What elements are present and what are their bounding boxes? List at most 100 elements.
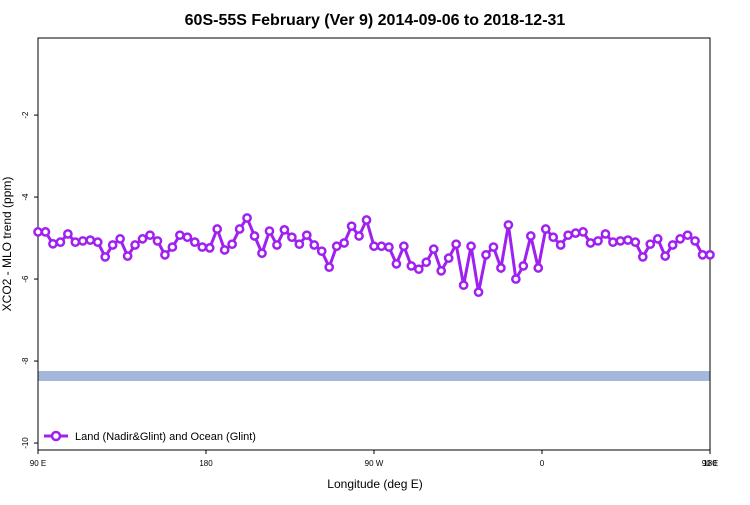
y-axis-label: XCO2 - MLO trend (ppm) (0, 177, 14, 312)
data-point (346, 221, 357, 232)
data-point (563, 230, 573, 241)
data-point (77, 236, 88, 246)
data-point (279, 225, 290, 235)
data-point (339, 238, 349, 248)
data-point (376, 241, 387, 252)
data-point (421, 257, 432, 268)
data-point (272, 240, 282, 250)
data-point (428, 244, 439, 254)
x-axis-label: Longitude (deg E) (327, 477, 422, 491)
data-point (705, 250, 715, 260)
coverage-band (38, 371, 710, 381)
data-point (540, 224, 551, 234)
data-point (369, 241, 379, 252)
data-point (511, 274, 521, 284)
data-point (697, 250, 708, 260)
data-point (301, 230, 312, 241)
data-point (63, 229, 73, 239)
data-point (496, 263, 506, 273)
data-point (578, 227, 588, 237)
data-point (257, 248, 267, 259)
data-point (294, 239, 305, 250)
data-point (451, 239, 461, 250)
data-point (399, 241, 409, 252)
data-point (287, 232, 297, 243)
data-point (264, 226, 275, 236)
data-point (682, 230, 693, 241)
data-point (316, 246, 327, 257)
data-point (70, 237, 81, 248)
y-tick-label: -4 (21, 193, 30, 201)
data-point (660, 251, 671, 261)
data-point (33, 227, 43, 237)
data-point (331, 241, 342, 252)
data-point (525, 231, 536, 241)
data-point (555, 240, 566, 250)
data-point (85, 235, 96, 245)
data-point (40, 227, 51, 237)
data-point (152, 236, 163, 246)
data-point (652, 234, 663, 244)
data-point (443, 253, 454, 263)
x-tick-label: 180 (703, 459, 717, 468)
data-point (600, 229, 611, 239)
data-point (481, 250, 491, 260)
legend: Land (Nadir&Glint) and Ocean (Glint) (44, 430, 256, 443)
data-point (413, 264, 424, 275)
data-point (92, 237, 103, 248)
data-point (623, 235, 633, 245)
y-tick-label: -6 (21, 275, 30, 283)
data-point (219, 245, 230, 255)
data-point (637, 252, 648, 262)
data-point (615, 236, 626, 246)
data-point (630, 237, 641, 248)
legend-marker (50, 430, 62, 442)
data-point (384, 242, 394, 252)
data-point (473, 287, 484, 298)
data-point (675, 234, 685, 244)
data-point (107, 240, 118, 250)
data-point (309, 240, 320, 250)
data-point (690, 236, 700, 246)
data-point (160, 250, 170, 260)
data-point (55, 237, 66, 248)
data-point (518, 261, 529, 271)
data-point (667, 240, 678, 250)
data-point (354, 231, 364, 241)
data-point (122, 251, 133, 261)
x-tick-label: 90 E (30, 459, 46, 468)
data-point (645, 239, 656, 250)
y-tick-label: -2 (21, 111, 30, 119)
data-point (175, 230, 185, 241)
data-point (436, 266, 447, 276)
data-point (145, 230, 155, 241)
x-tick-label: 90 W (365, 459, 384, 468)
data-point (458, 280, 469, 291)
data-point (570, 228, 581, 238)
data-point (593, 236, 603, 246)
data-point (249, 231, 260, 241)
data-point (115, 234, 125, 244)
data-point (361, 215, 372, 225)
data-point (585, 238, 596, 248)
data-point (242, 213, 252, 223)
data-point (212, 224, 223, 234)
data-point (182, 232, 193, 243)
data-point (48, 238, 58, 249)
data-point (503, 220, 514, 230)
data-point (130, 240, 140, 250)
data-point (466, 241, 476, 252)
data-point (167, 242, 178, 252)
data-point (391, 259, 402, 269)
data-point (234, 224, 245, 234)
data-point (100, 252, 111, 262)
data-point (548, 232, 559, 243)
data-point (204, 243, 215, 253)
y-tick-label: -10 (21, 437, 30, 449)
data-point (227, 239, 237, 250)
x-tick-label: 0 (540, 459, 545, 468)
data-point (533, 263, 544, 273)
data-point (324, 262, 335, 273)
legend-label: Land (Nadir&Glint) and Ocean (Glint) (75, 431, 256, 443)
